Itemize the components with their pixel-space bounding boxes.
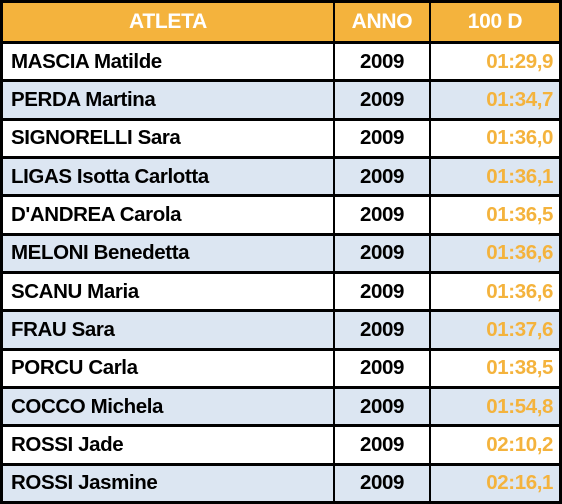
athlete-time: 01:36,1 bbox=[430, 157, 562, 197]
table-row: MASCIA Matilde 2009 01:29,9 bbox=[0, 43, 562, 82]
athlete-time: 01:36,6 bbox=[430, 272, 562, 312]
table-row: SCANU Maria 2009 01:36,6 bbox=[0, 272, 562, 312]
table-row: ROSSI Jasmine 2009 02:16,1 bbox=[0, 464, 562, 504]
athlete-year: 2009 bbox=[334, 43, 430, 82]
athlete-time: 01:37,6 bbox=[430, 311, 562, 350]
header-year: ANNO bbox=[334, 0, 430, 43]
athlete-year: 2009 bbox=[334, 119, 430, 158]
athlete-time: 01:36,6 bbox=[430, 234, 562, 273]
athlete-time: 01:54,8 bbox=[430, 387, 562, 427]
athlete-name: D'ANDREA Carola bbox=[0, 196, 334, 235]
athlete-year: 2009 bbox=[334, 81, 430, 120]
table-row: PERDA Martina 2009 01:34,7 bbox=[0, 81, 562, 120]
athlete-name: SCANU Maria bbox=[0, 272, 334, 312]
athlete-name: SIGNORELLI Sara bbox=[0, 119, 334, 158]
athlete-time: 02:16,1 bbox=[430, 464, 562, 504]
table-row: SIGNORELLI Sara 2009 01:36,0 bbox=[0, 119, 562, 158]
athlete-year: 2009 bbox=[334, 272, 430, 312]
athlete-name: PERDA Martina bbox=[0, 81, 334, 120]
athlete-name: MELONI Benedetta bbox=[0, 234, 334, 273]
athlete-time: 01:36,0 bbox=[430, 119, 562, 158]
athlete-year: 2009 bbox=[334, 234, 430, 273]
table-row: FRAU Sara 2009 01:37,6 bbox=[0, 311, 562, 350]
table-header: ATLETA ANNO 100 D bbox=[0, 0, 562, 43]
athlete-name: LIGAS Isotta Carlotta bbox=[0, 157, 334, 197]
athlete-time: 01:38,5 bbox=[430, 349, 562, 388]
table-row: COCCO Michela 2009 01:54,8 bbox=[0, 387, 562, 427]
athlete-time: 02:10,2 bbox=[430, 426, 562, 465]
table-row: MELONI Benedetta 2009 01:36,6 bbox=[0, 234, 562, 273]
athlete-year: 2009 bbox=[334, 196, 430, 235]
athlete-year: 2009 bbox=[334, 349, 430, 388]
athlete-name: FRAU Sara bbox=[0, 311, 334, 350]
athlete-name: COCCO Michela bbox=[0, 387, 334, 427]
athlete-year: 2009 bbox=[334, 157, 430, 197]
athlete-year: 2009 bbox=[334, 426, 430, 465]
table-row: LIGAS Isotta Carlotta 2009 01:36,1 bbox=[0, 157, 562, 197]
header-athlete: ATLETA bbox=[0, 0, 334, 43]
athlete-year: 2009 bbox=[334, 464, 430, 504]
table-body: MASCIA Matilde 2009 01:29,9 PERDA Martin… bbox=[0, 43, 562, 504]
header-event-time: 100 D bbox=[430, 0, 562, 43]
athlete-year: 2009 bbox=[334, 311, 430, 350]
athlete-name: ROSSI Jade bbox=[0, 426, 334, 465]
athlete-time: 01:36,5 bbox=[430, 196, 562, 235]
athlete-year: 2009 bbox=[334, 387, 430, 427]
header-row: ATLETA ANNO 100 D bbox=[0, 0, 562, 43]
table-row: ROSSI Jade 2009 02:10,2 bbox=[0, 426, 562, 465]
table-row: D'ANDREA Carola 2009 01:36,5 bbox=[0, 196, 562, 235]
athlete-name: PORCU Carla bbox=[0, 349, 334, 388]
athlete-name: MASCIA Matilde bbox=[0, 43, 334, 82]
athlete-name: ROSSI Jasmine bbox=[0, 464, 334, 504]
athlete-time: 01:29,9 bbox=[430, 43, 562, 82]
athlete-time: 01:34,7 bbox=[430, 81, 562, 120]
table-row: PORCU Carla 2009 01:38,5 bbox=[0, 349, 562, 388]
